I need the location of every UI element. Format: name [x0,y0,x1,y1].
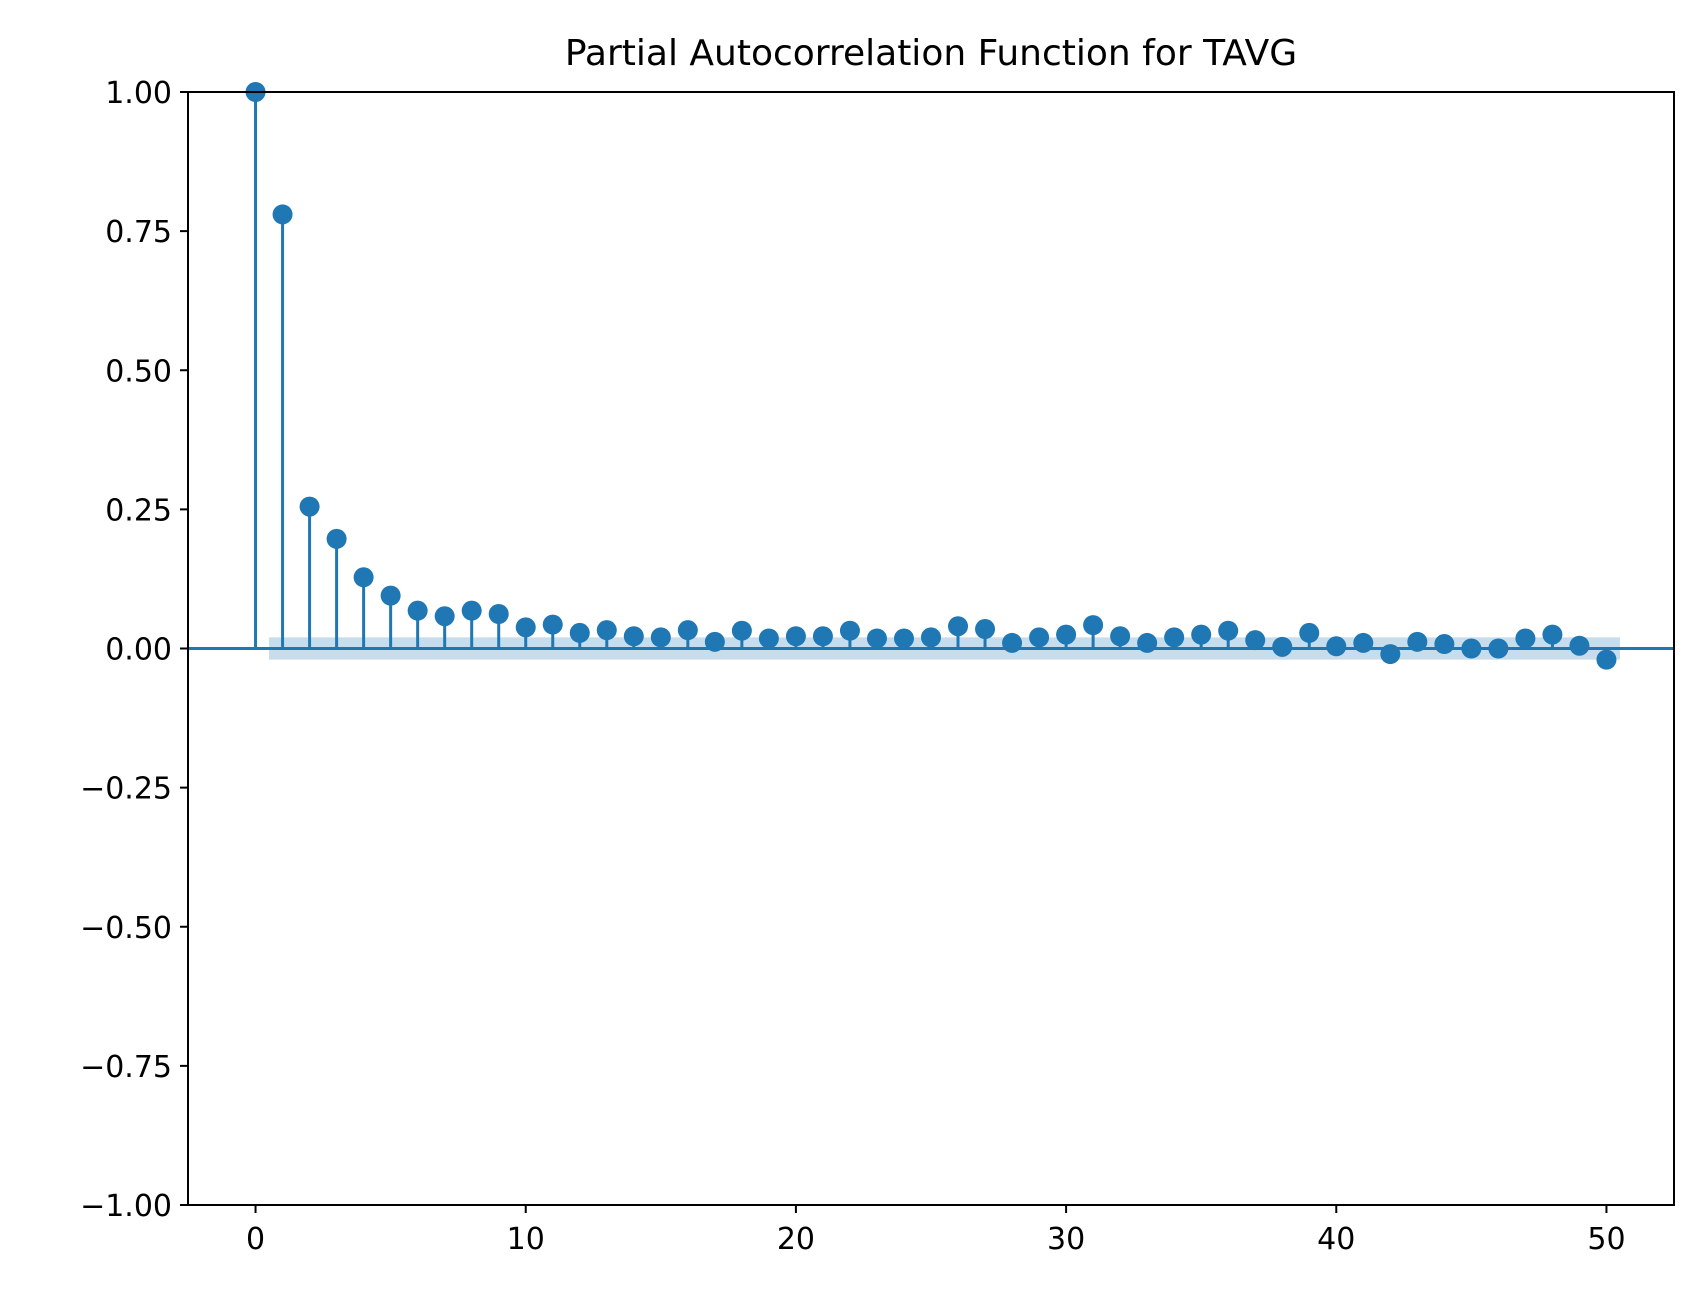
marker-lag-31 [1083,615,1104,636]
marker-lag-10 [515,617,536,638]
y-tick-label: −0.50 [80,911,172,946]
marker-lag-29 [1029,627,1050,648]
x-tick-label: 20 [777,1222,815,1257]
x-tick-label: 50 [1587,1222,1625,1257]
marker-lag-4 [353,567,374,588]
x-tick-label: 10 [507,1222,545,1257]
marker-lag-6 [407,600,428,621]
x-tick-label: 0 [246,1222,265,1257]
marker-lag-45 [1461,638,1482,659]
marker-lag-46 [1488,638,1509,659]
marker-lag-33 [1137,632,1158,653]
marker-lag-21 [812,626,833,647]
marker-lag-7 [434,606,455,627]
marker-lag-3 [326,528,347,549]
marker-lag-40 [1326,636,1347,657]
marker-lag-30 [1056,624,1077,645]
marker-lag-13 [596,620,617,641]
marker-lag-22 [839,620,860,641]
marker-lag-47 [1515,628,1536,649]
y-tick-label: 1.00 [105,76,172,111]
marker-lag-32 [1110,626,1131,647]
marker-lag-36 [1218,620,1239,641]
marker-lag-49 [1569,635,1590,656]
y-tick-label: 0.75 [105,215,172,250]
marker-layer [245,82,1617,670]
y-tick-label: 0.50 [105,354,172,389]
marker-lag-39 [1299,622,1320,643]
marker-lag-37 [1245,630,1266,651]
marker-lag-12 [569,622,590,643]
marker-lag-8 [461,600,482,621]
marker-lag-23 [866,628,887,649]
marker-lag-15 [650,627,671,648]
marker-lag-28 [1002,632,1023,653]
marker-lag-1 [272,204,293,225]
y-tick-label: −0.25 [80,772,172,807]
marker-lag-50 [1596,649,1617,670]
marker-lag-17 [704,631,725,652]
marker-lag-24 [893,628,914,649]
marker-lag-44 [1434,634,1455,655]
marker-lag-27 [975,619,996,640]
marker-lag-16 [677,620,698,641]
y-tick-label: −0.75 [80,1050,172,1085]
marker-lag-9 [488,603,509,624]
marker-lag-35 [1191,624,1212,645]
marker-lag-34 [1164,627,1185,648]
marker-lag-5 [380,585,401,606]
marker-lag-42 [1380,644,1401,665]
y-tick-label: 0.00 [105,633,172,668]
marker-lag-26 [948,616,969,637]
x-tick-label: 30 [1047,1222,1085,1257]
marker-lag-25 [921,627,941,648]
marker-lag-14 [623,626,644,647]
marker-lag-41 [1353,632,1374,653]
marker-lag-48 [1542,624,1563,645]
chart-title: Partial Autocorrelation Function for TAV… [565,33,1297,74]
marker-lag-38 [1272,636,1293,657]
marker-lag-18 [731,620,752,641]
marker-lag-2 [299,496,320,517]
x-axis: 0 10 20 30 40 50 [246,1205,1626,1257]
marker-lag-43 [1407,631,1428,652]
y-tick-label: 0.25 [105,493,172,528]
y-axis: 1.00 0.75 0.50 0.25 0.00 −0.25 −0.50 −0.75 −1.00 [80,76,188,1224]
x-tick-label: 40 [1317,1222,1355,1257]
marker-lag-19 [758,628,779,649]
marker-lag-20 [785,626,806,647]
marker-lag-11 [542,614,563,635]
y-tick-label: −1.00 [80,1189,172,1224]
